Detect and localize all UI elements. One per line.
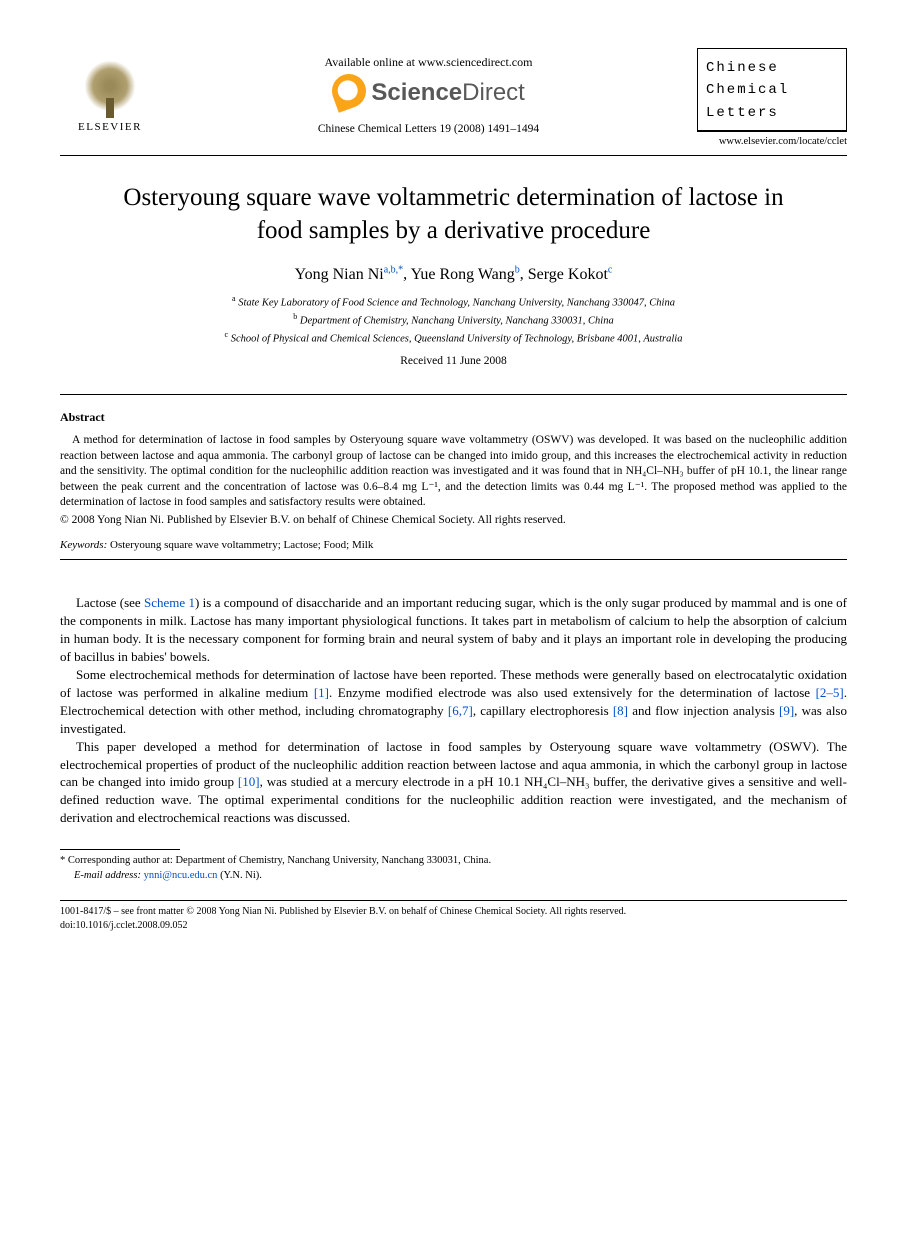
author-2[interactable]: Yue Rong Wangb [411,266,520,283]
abstract-copyright: © 2008 Yong Nian Ni. Published by Elsevi… [60,513,847,529]
journal-line-3: Letters [706,102,838,124]
ref-2-5[interactable]: [2–5] [816,685,844,700]
affiliation-c: c School of Physical and Chemical Scienc… [60,329,847,347]
abstract-bottom-rule [60,559,847,560]
header-rule [60,155,847,156]
publisher-label: ELSEVIER [60,120,160,135]
email-link[interactable]: ynni@ncu.edu.cn [144,870,218,881]
journal-url[interactable]: www.elsevier.com/locate/cclet [697,135,847,149]
email-label: E-mail address: [74,870,141,881]
footnote-corr: * Corresponding author at: Department of… [60,854,847,869]
header: ELSEVIER Available online at www.science… [60,48,847,149]
ref-10[interactable]: [10] [238,774,260,789]
article-title: Osteryoung square wave voltammetric dete… [100,182,807,247]
keywords-label: Keywords: [60,539,107,551]
paragraph-3: This paper developed a method for determ… [60,738,847,828]
author-1[interactable]: Yong Nian Nia,b,* [295,266,404,283]
footnote-rule [60,849,180,850]
citation-line: Chinese Chemical Letters 19 (2008) 1491–… [160,122,697,138]
page-footer: 1001-8417/$ – see front matter © 2008 Yo… [60,905,847,933]
elsevier-tree-icon [80,56,140,116]
footer-line-1: 1001-8417/$ – see front matter © 2008 Yo… [60,905,847,919]
footnote-email-line: E-mail address: ynni@ncu.edu.cn (Y.N. Ni… [60,869,847,884]
abstract-text: A method for determination of lactose in… [60,433,847,511]
doi-line[interactable]: doi:10.1016/j.cclet.2008.09.052 [60,919,847,933]
article-body: Lactose (see Scheme 1) is a compound of … [60,594,847,827]
journal-box-rule [697,131,847,132]
abstract-body: A method for determination of lactose in… [60,433,847,511]
ref-1[interactable]: [1] [314,685,329,700]
received-date: Received 11 June 2008 [60,354,847,370]
journal-box-wrap: Chinese Chemical Letters www.elsevier.co… [697,48,847,149]
author-3[interactable]: Serge Kokotc [528,266,613,283]
available-online-line: Available online at www.sciencedirect.co… [160,54,697,70]
footer-rule [60,900,847,901]
affiliation-a: a State Key Laboratory of Food Science a… [60,293,847,311]
sciencedirect-swoosh-icon [327,69,371,113]
header-center: Available online at www.sciencedirect.co… [160,48,697,138]
ref-8[interactable]: [8] [613,703,628,718]
sciencedirect-wordmark: ScienceDirect [371,79,524,106]
sciencedirect-logo: ScienceDirect [160,76,697,110]
scheme-1-link[interactable]: Scheme 1 [144,595,195,610]
abstract-heading: Abstract [60,409,847,425]
ref-6-7[interactable]: [6,7] [448,703,473,718]
journal-line-2: Chemical [706,79,838,101]
abstract-top-rule [60,394,847,395]
keywords-text: Osteryoung square wave voltammetry; Lact… [110,539,373,551]
ref-9[interactable]: [9] [779,703,794,718]
affiliation-b: b Department of Chemistry, Nanchang Univ… [60,311,847,329]
publisher-logo-block: ELSEVIER [60,48,160,135]
paragraph-2: Some electrochemical methods for determi… [60,666,847,738]
keywords-line: Keywords: Osteryoung square wave voltamm… [60,538,847,553]
authors-line: Yong Nian Nia,b,*, Yue Rong Wangb, Serge… [60,263,847,285]
email-tail: (Y.N. Ni). [220,870,262,881]
affiliations: a State Key Laboratory of Food Science a… [60,293,847,346]
corresponding-author-footnote: * Corresponding author at: Department of… [60,854,847,883]
journal-line-1: Chinese [706,57,838,79]
paragraph-1: Lactose (see Scheme 1) is a compound of … [60,594,847,666]
journal-title-box: Chinese Chemical Letters [697,48,847,131]
